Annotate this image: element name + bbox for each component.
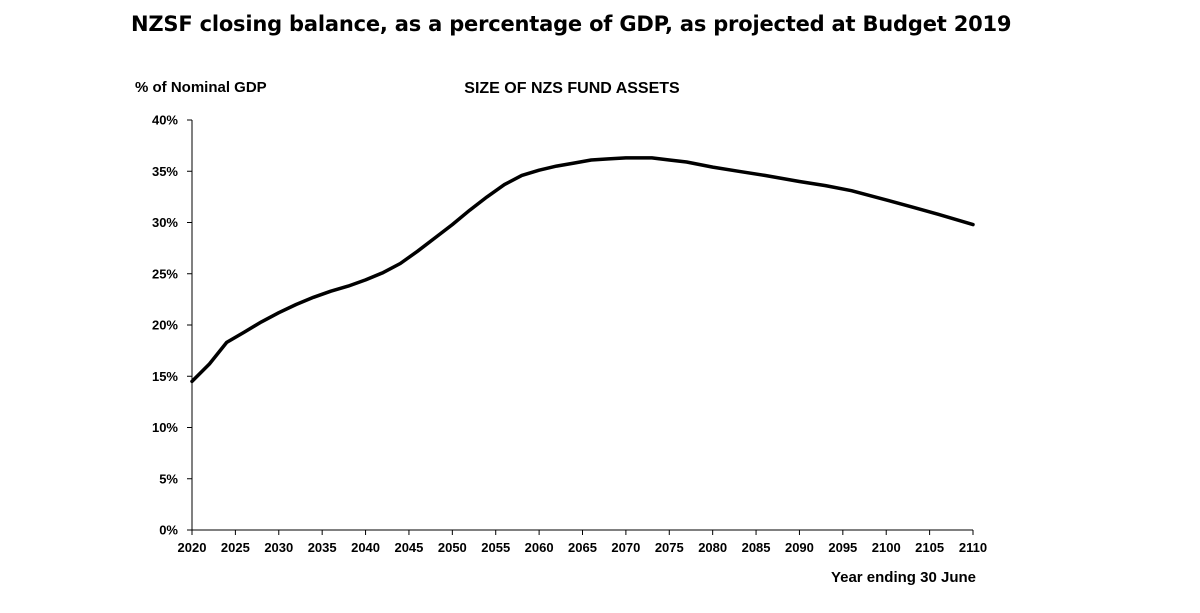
- y-axis: 0% 5% 10% 15% 20% 25% 30% 35% 40%: [152, 113, 193, 538]
- y-tick-label: 5%: [159, 471, 178, 486]
- chart-title: SIZE OF NZS FUND ASSETS: [464, 80, 680, 97]
- x-tick-label: 2030: [264, 540, 293, 555]
- x-tick-label: 2020: [178, 540, 207, 555]
- x-tick-label: 2060: [525, 540, 554, 555]
- y-axis-title: % of Nominal GDP: [135, 79, 267, 96]
- y-tick-label: 30%: [152, 215, 178, 230]
- x-tick-label: 2045: [394, 540, 423, 555]
- y-tick-label: 10%: [152, 420, 178, 435]
- series-line: [190, 156, 975, 384]
- x-tick-label: 2110: [959, 540, 987, 555]
- x-tick-label: 2065: [568, 540, 597, 555]
- x-tick-label: 2095: [828, 540, 857, 555]
- x-axis: 2020 2025 2030 2035 2040 2045 2050 2055 2060 2065…: [178, 529, 987, 555]
- x-tick-label: 2055: [481, 540, 510, 555]
- x-tick-label: 2085: [742, 540, 771, 555]
- x-tick-label: 2050: [438, 540, 467, 555]
- x-tick-label: 2040: [351, 540, 380, 555]
- y-tick-label: 25%: [152, 266, 178, 281]
- x-tick-label: 2105: [915, 540, 944, 555]
- y-tick-label: 0%: [159, 523, 178, 538]
- y-tick-label: 15%: [152, 369, 178, 384]
- x-tick-label: 2075: [655, 540, 684, 555]
- page-title: NZSF closing balance, as a percentage of…: [131, 12, 1012, 36]
- x-tick-label: 2025: [221, 540, 250, 555]
- y-tick-label: 20%: [152, 318, 178, 333]
- x-tick-label: 2100: [872, 540, 901, 555]
- x-tick-label: 2090: [785, 540, 814, 555]
- x-tick-label: 2080: [698, 540, 727, 555]
- y-tick-label: 40%: [152, 113, 178, 128]
- series-layer: [190, 156, 975, 384]
- x-tick-label: 2035: [308, 540, 337, 555]
- x-axis-title: Year ending 30 June: [831, 569, 976, 586]
- x-tick-label: 2070: [611, 540, 640, 555]
- y-tick-label: 35%: [152, 164, 178, 179]
